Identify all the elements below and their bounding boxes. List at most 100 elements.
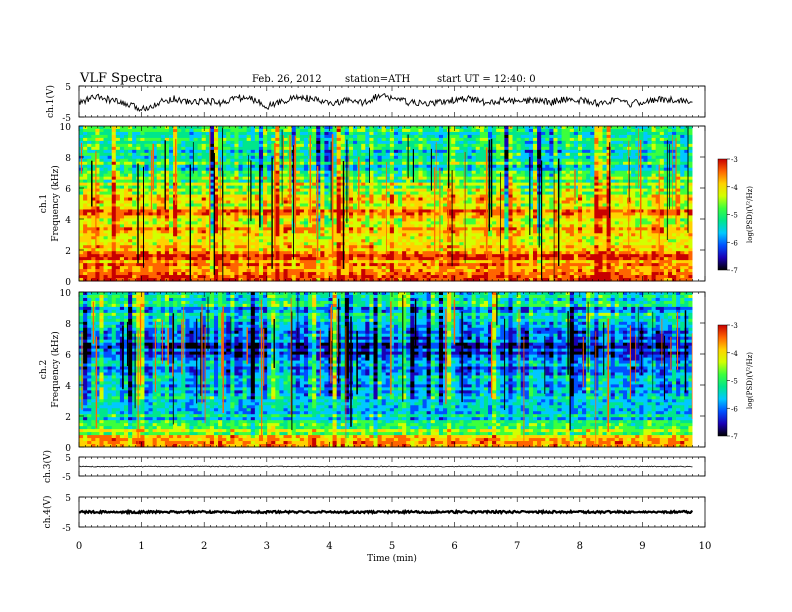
ch1-spectrogram-cell: [651, 215, 657, 219]
ch1-spectrogram-cell: [614, 206, 620, 210]
ch1-spectrogram-cell: [177, 179, 182, 184]
ch1-spectrogram-cell: [348, 143, 354, 148]
ch1-spectrogram-cell: [283, 218, 288, 222]
ch1-spectrogram-cell: [279, 173, 284, 178]
ch1-spectrogram-cell: [622, 161, 628, 166]
ch1-spectrogram-cell: [537, 149, 542, 154]
ch1-spectrogram-cell: [279, 131, 284, 136]
ch1-spectrogram-cell: [246, 134, 252, 139]
ch1-spectrogram-cell: [602, 143, 607, 148]
ch1-spectrogram-cell: [561, 197, 567, 201]
ch1-spectrogram-cell: [410, 179, 415, 184]
ch1-spectrogram-cell: [451, 155, 456, 160]
ch1-spectrogram-cell: [140, 143, 145, 148]
ch1-spectrogram-cell: [254, 197, 260, 201]
ch1-spectrogram-cell: [569, 176, 575, 181]
ch1-spectrogram-cell: [328, 134, 333, 139]
ch1-spectrogram-cell: [361, 152, 366, 157]
ch1-spectrogram-cell: [438, 146, 444, 151]
ch1-spectrogram-cell: [123, 158, 129, 163]
ch1-spectrogram-cell: [230, 131, 235, 136]
ch1-spectrogram-cell: [373, 206, 378, 210]
ch1-spectrogram-cell: [594, 209, 599, 213]
ch1-spectrogram-cell: [398, 176, 403, 181]
ch1-spectrogram-cell: [557, 146, 562, 151]
ch1-spectrogram-cell: [463, 197, 468, 201]
ch1-spectrogram-cell: [430, 155, 436, 160]
ch1-spectrogram-cell: [422, 203, 428, 207]
ch1-spectrogram-cell: [635, 140, 640, 145]
ch1-spectrogram-cell: [353, 158, 358, 163]
ch1-spectrogram-cell: [365, 179, 370, 184]
ch1-spectrogram-cell: [263, 173, 268, 178]
ch1-spectrogram-cell: [267, 206, 272, 210]
ch1-spectrogram-cell: [365, 176, 370, 181]
ch1-spectrogram-cell: [430, 215, 436, 219]
ch1-spectrogram-cell: [577, 179, 583, 184]
ch1-spectrogram-cell: [316, 218, 321, 222]
ch1-spectrogram-cell: [205, 146, 211, 151]
ch1-spectrogram-cell: [451, 170, 456, 175]
ch1-spectrogram-cell: [365, 212, 370, 216]
ch1-spectrogram-cell: [463, 185, 468, 189]
ch1-spectrogram-cell: [250, 182, 256, 187]
ch1-spectrogram-cell: [385, 149, 391, 154]
ch1-spectrogram-cell: [230, 146, 235, 151]
ch1-spectrogram-cell: [492, 194, 497, 198]
ch1-spectrogram-cell: [381, 137, 387, 142]
ch1-spectrogram-cell: [639, 218, 644, 222]
ch1-spectrogram-cell: [553, 155, 558, 160]
ch1-spectrogram-cell: [426, 182, 432, 187]
ch1-spectrogram-cell: [254, 152, 260, 157]
ch1-spectrogram-cell: [148, 224, 154, 228]
ch1-spectrogram-cell: [348, 188, 354, 192]
ch1-spectrogram-cell: [222, 194, 227, 198]
ch1-spectrogram-cell: [79, 176, 84, 181]
ch1-spectrogram-cell: [107, 128, 113, 133]
ch1-spectrogram-cell: [438, 131, 444, 136]
ch1-spectrogram-cell: [471, 131, 477, 136]
ch1-spectrogram-cell: [414, 173, 419, 178]
ch1-spectrogram-cell: [348, 221, 354, 225]
ch1-spectrogram-cell: [385, 176, 391, 181]
ch1-spectrogram-cell: [475, 182, 481, 187]
ch1-spectrogram-cell: [246, 203, 252, 207]
ch1-spectrogram-cell: [95, 215, 100, 219]
ch1-spectrogram-cell: [83, 224, 88, 228]
ch1-spectrogram-cell: [569, 164, 575, 169]
ch1-spectrogram-cell: [398, 164, 403, 169]
ch1-spectrogram-cell: [87, 128, 92, 133]
ch1-spectrogram-cell: [414, 146, 419, 151]
ch1-spectrogram-cell: [79, 185, 84, 189]
ch1-spectrogram-cell: [213, 188, 219, 192]
ch1-spectrogram-cell: [545, 152, 550, 157]
ch1-spectrogram-cell: [504, 158, 509, 163]
ch1-spectrogram-cell: [258, 170, 264, 175]
ch1-spectrogram-cell: [667, 191, 673, 195]
ch1-spectrogram-cell: [185, 143, 190, 148]
ch1-spectrogram-cell: [410, 221, 415, 225]
ch1-spectrogram-cell: [115, 206, 121, 210]
ch1-spectrogram-cell: [332, 140, 338, 145]
ch1-spectrogram-cell: [520, 164, 526, 169]
ch1-spectrogram-cell: [594, 179, 599, 184]
ch1-spectrogram-cell: [459, 161, 464, 166]
ch1-spectrogram-cell: [107, 164, 113, 169]
ch1-spectrogram-cell: [573, 179, 579, 184]
ch1-spectrogram-cell: [606, 179, 612, 184]
ch1-spectrogram-cell: [230, 197, 235, 201]
ch1-spectrogram-cell: [590, 170, 595, 175]
ch1-spectrogram-cell: [164, 179, 170, 184]
ch1-spectrogram-cell: [627, 212, 632, 216]
ch1-spectrogram-cell: [443, 155, 448, 160]
ch1-spectrogram-cell: [168, 182, 174, 187]
ch1-spectrogram-cell: [373, 179, 378, 184]
ch1-spectrogram-cell: [475, 188, 481, 192]
ch1-spectrogram-cell: [258, 143, 264, 148]
ch1-spectrogram-cell: [524, 176, 530, 181]
ch1-spectrogram-cell: [111, 128, 117, 133]
ch1-spectrogram-cell: [275, 170, 280, 175]
ch1-spectrogram-cell: [377, 137, 383, 142]
ch1-spectrogram-cell: [631, 128, 636, 133]
ch1-spectrogram-cell: [201, 140, 207, 145]
